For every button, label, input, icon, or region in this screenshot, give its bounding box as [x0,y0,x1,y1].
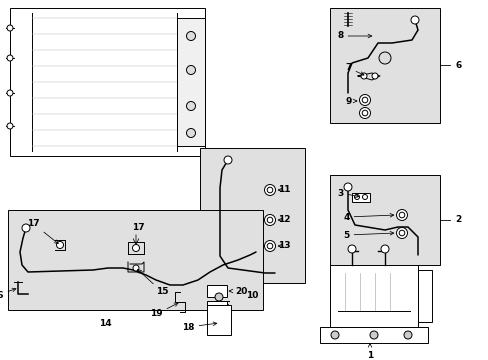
Circle shape [57,242,63,248]
Text: 16: 16 [0,288,16,300]
Text: 6: 6 [454,60,460,69]
Circle shape [369,331,377,339]
Circle shape [7,55,13,61]
Circle shape [264,215,275,225]
Circle shape [330,331,338,339]
Circle shape [224,156,231,164]
Circle shape [403,331,411,339]
Text: 19: 19 [150,303,178,319]
Bar [206,285,226,297]
Text: 8: 8 [337,31,371,40]
Circle shape [264,184,275,195]
Bar [319,327,427,343]
Bar [206,301,226,313]
Bar [206,305,230,335]
Circle shape [266,217,272,223]
Text: 4: 4 [343,212,393,221]
Circle shape [22,224,30,232]
Circle shape [360,73,366,79]
Circle shape [380,245,388,253]
Text: 14: 14 [99,320,111,328]
Circle shape [7,25,13,31]
Circle shape [343,183,351,191]
Text: 2: 2 [454,216,460,225]
Circle shape [396,210,407,220]
Circle shape [362,97,367,103]
Circle shape [359,108,370,118]
Circle shape [215,293,223,301]
Text: 13: 13 [278,242,290,251]
Circle shape [266,243,272,249]
Circle shape [186,102,195,111]
Text: 1: 1 [366,344,372,360]
Text: 3: 3 [337,189,358,198]
Circle shape [266,187,272,193]
Text: 17: 17 [27,220,58,244]
Circle shape [398,212,404,218]
Bar [10,8,204,156]
Circle shape [362,110,367,116]
Circle shape [7,123,13,129]
Circle shape [354,194,359,199]
Text: 18: 18 [182,322,216,332]
Text: 20: 20 [229,287,247,296]
Circle shape [362,194,367,199]
Text: 12: 12 [278,216,290,225]
Circle shape [347,245,355,253]
Circle shape [398,230,404,236]
Circle shape [396,228,407,238]
Text: 7: 7 [345,63,363,75]
Bar [417,270,431,322]
Circle shape [378,52,390,64]
Text: 5: 5 [343,230,393,239]
Circle shape [359,94,370,105]
Bar [329,175,439,265]
Circle shape [132,244,139,252]
Bar [8,210,263,310]
Text: 11: 11 [278,185,290,194]
Bar [329,265,417,327]
Circle shape [264,240,275,252]
Circle shape [7,90,13,96]
Circle shape [410,16,418,24]
Bar [200,148,305,283]
Circle shape [186,66,195,75]
Text: 15: 15 [138,270,168,297]
Circle shape [186,31,195,40]
Text: 9: 9 [345,96,356,105]
Text: 17: 17 [131,224,144,233]
Text: 10: 10 [245,291,258,300]
Bar [351,193,369,202]
Bar [177,18,204,146]
Circle shape [371,73,377,79]
Circle shape [186,129,195,138]
Bar [329,8,439,123]
Circle shape [133,265,139,271]
